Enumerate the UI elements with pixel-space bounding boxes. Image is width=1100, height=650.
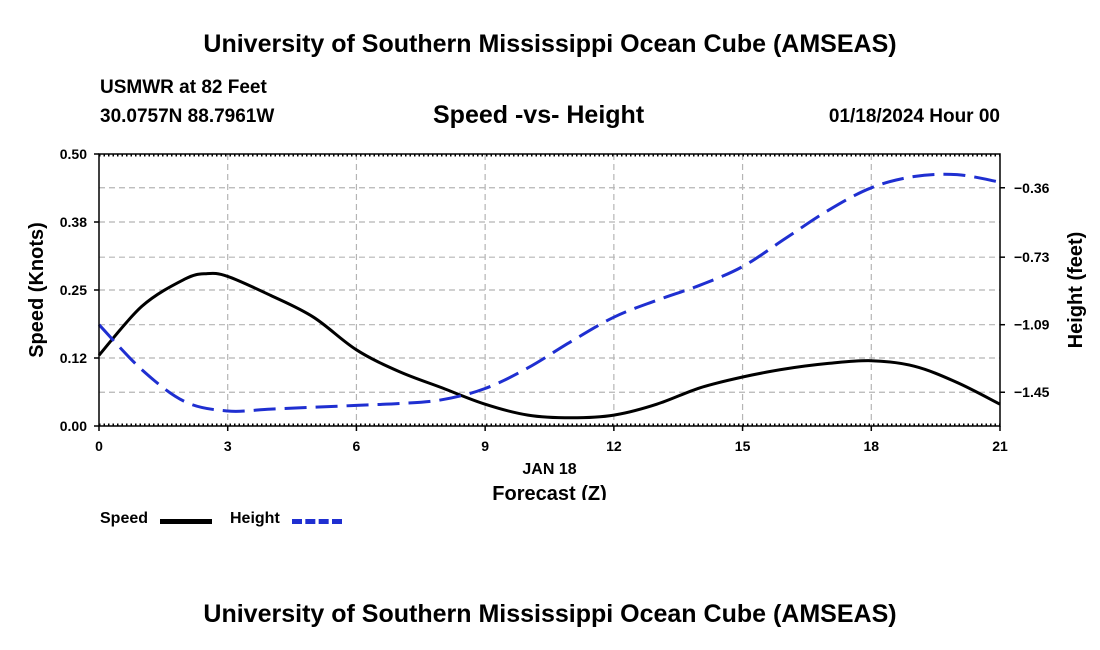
y-right-tick-label: −0.73 (1014, 249, 1050, 265)
x-tick-label: 6 (353, 438, 361, 454)
forecast-datetime: 01/18/2024 Hour 00 (828, 106, 1000, 127)
axis-labels: 0 3 6 9 12 15 18 21 0.00 0.12 0.25 0.38 0.50 −1.45 −1.… (26, 146, 1087, 500)
x-tick-label: 15 (735, 438, 751, 454)
chart-title: University of Southern Mississippi Ocean… (203, 30, 897, 58)
y-right-tick-label: −0.36 (1014, 180, 1050, 196)
y-right-axis-title: Height (feet) (1065, 232, 1087, 349)
footer-title: University of Southern Mississippi Ocean… (203, 600, 897, 628)
axis-ticks (94, 153, 1005, 431)
series-lines (97, 172, 1001, 420)
station-name: USMWR at 82 Feet (100, 77, 267, 98)
chart-subtitle: Speed -vs- Height (433, 101, 645, 129)
y-left-tick-label: 0.12 (60, 350, 87, 366)
y-left-tick-label: 0.38 (60, 214, 87, 230)
x-tick-label: 21 (992, 438, 1008, 454)
legend-speed-label: Speed (100, 510, 149, 527)
y-right-tick-label: −1.09 (1014, 317, 1050, 333)
y-left-axis-title: Speed (Knots) (26, 222, 48, 358)
x-tick-label: 9 (481, 438, 489, 454)
y-left-tick-label: 0.25 (60, 282, 87, 298)
x-tick-label: 3 (224, 438, 232, 454)
y-left-tick-label: 0.50 (60, 146, 87, 162)
legend-speed-swatch (160, 519, 212, 524)
speed-height-chart: 0 3 6 9 12 15 18 21 0.00 0.12 0.25 0.38 0.50 −1.45 −1.… (26, 146, 1087, 500)
speed-series-line (97, 271, 1001, 420)
x-tick-label: 0 (95, 438, 103, 454)
y-right-tick-label: −1.45 (1014, 384, 1050, 400)
x-axis-sublabel: JAN 18 (522, 461, 576, 478)
station-coords: 30.0757N 88.7961W (100, 106, 275, 127)
y-left-tick-label: 0.00 (60, 418, 87, 434)
height-series-line (97, 172, 1001, 413)
legend-height-swatch (292, 519, 342, 524)
x-tick-label: 12 (606, 438, 622, 454)
legend-height-label: Height (230, 510, 280, 527)
x-axis-title: Forecast (Z) (492, 483, 606, 500)
x-tick-label: 18 (863, 438, 879, 454)
grid-lines (99, 154, 1000, 426)
